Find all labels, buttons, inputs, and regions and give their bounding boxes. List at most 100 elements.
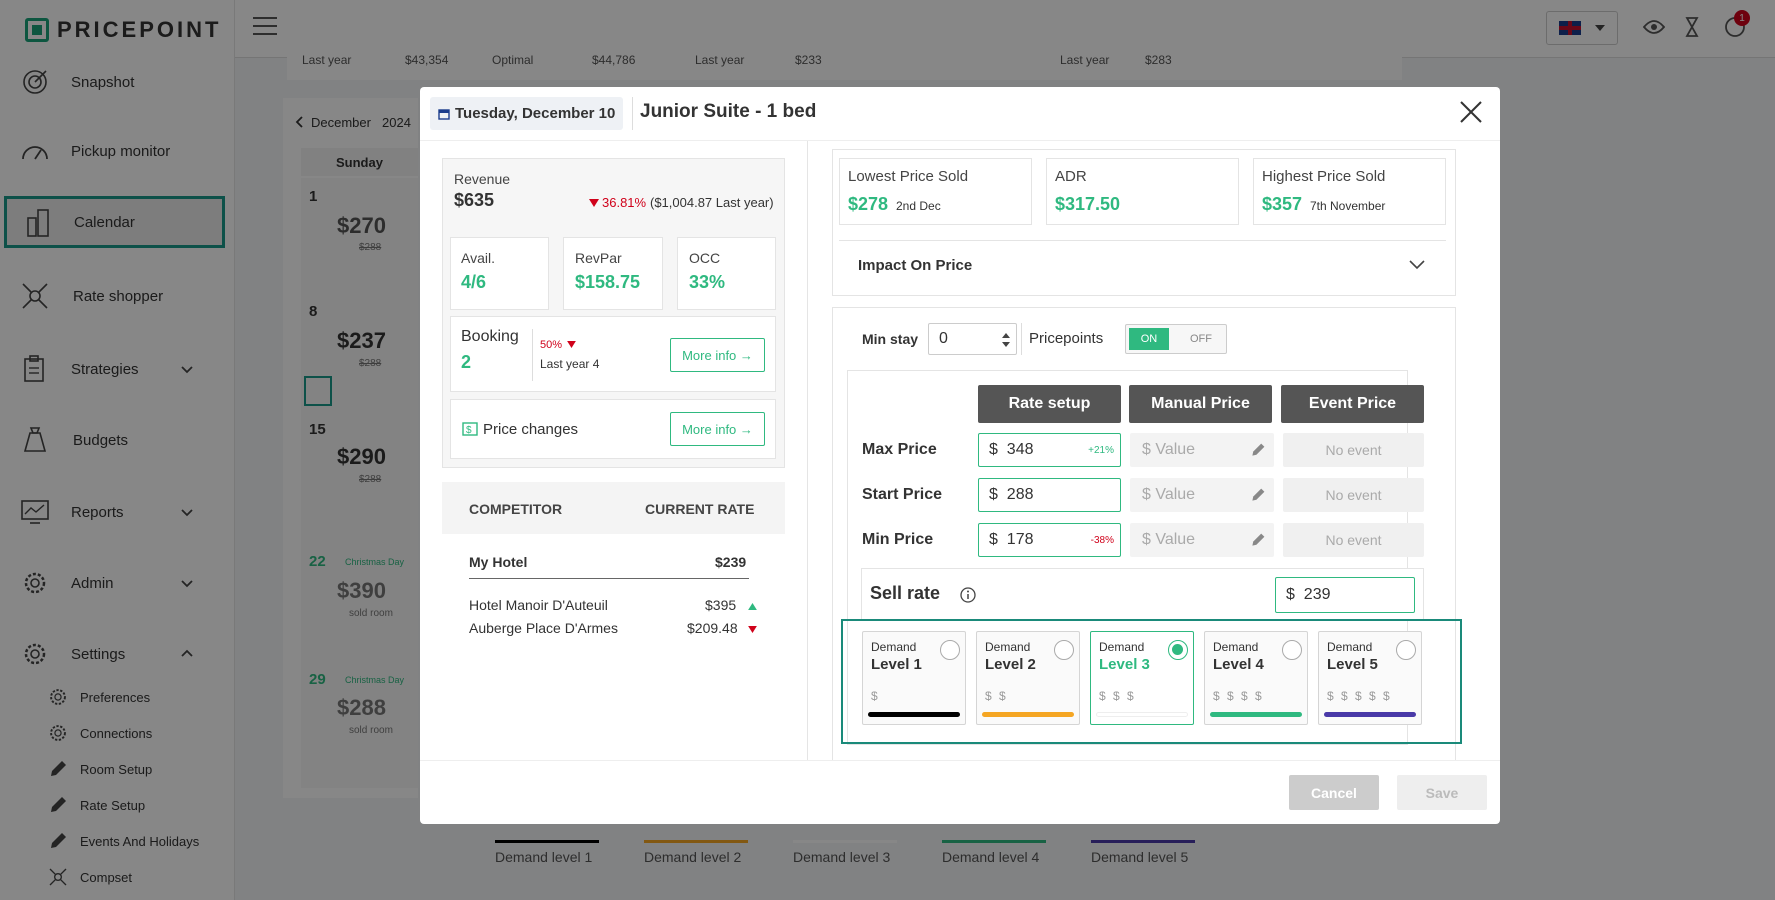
pencil-icon (1252, 533, 1265, 546)
tab-event-price[interactable]: Event Price (1281, 385, 1424, 423)
start-manual-input[interactable]: $ Value (1130, 478, 1274, 512)
manual-placeholder: $ Value (1142, 441, 1196, 458)
calendar-day: 22 (309, 553, 326, 570)
level-kind: Demand (985, 640, 1031, 654)
edit-cell-highlight[interactable] (304, 376, 332, 406)
up-arrow-icon (748, 603, 757, 610)
tab-manual-price[interactable]: Manual Price (1129, 385, 1272, 423)
revpar-card: RevPar $158.75 (563, 237, 663, 310)
calendar-old-price: $288 (359, 242, 382, 253)
toggle-on[interactable]: ON (1129, 328, 1169, 350)
sidebar-sub-events-holidays[interactable]: Events And Holidays (48, 827, 199, 855)
sidebar-item-budgets[interactable]: Budgets (0, 414, 235, 466)
sidebar-sub-label: Connections (80, 725, 153, 741)
sidebar-sub-room-setup[interactable]: Room Setup (48, 755, 152, 783)
max-manual-input[interactable]: $ Value (1130, 433, 1274, 467)
info-icon[interactable] (960, 587, 976, 603)
legend-line (644, 840, 748, 843)
demand-level-5[interactable]: Demand Level 5 $ $ $ $ $ (1318, 631, 1422, 725)
min-stay-value: 0 (939, 330, 948, 347)
currency-symbol: $ (989, 441, 998, 458)
down-arrow-icon (567, 341, 576, 348)
language-select[interactable] (1546, 11, 1618, 45)
level-name: Level 1 (871, 656, 922, 673)
level-radio[interactable] (1054, 640, 1074, 660)
notifications-button[interactable]: 1 (1724, 10, 1750, 38)
min-stay-label: Min stay (862, 331, 919, 347)
pricepoints-toggle[interactable]: ON OFF (1125, 324, 1227, 354)
sell-rate-input[interactable]: $ 239 (1275, 577, 1415, 613)
chevron-left-icon[interactable] (295, 116, 303, 128)
start-price-input[interactable]: $ 288 (978, 478, 1121, 512)
network-icon (20, 281, 50, 311)
pencil-icon (1252, 488, 1265, 501)
summary-label: Optimal (492, 53, 534, 67)
divider (532, 329, 533, 381)
close-icon[interactable] (1458, 99, 1484, 125)
stepper-arrows-icon[interactable] (1002, 333, 1010, 347)
chevron-down-icon (181, 509, 193, 517)
level-name: Level 3 (1099, 656, 1150, 673)
sidebar-sub-label: Room Setup (80, 761, 153, 777)
min-stay-stepper[interactable]: 0 (928, 323, 1017, 355)
sidebar-item-pickup-monitor[interactable]: Pickup monitor (0, 125, 235, 177)
chevron-down-icon (1409, 260, 1425, 270)
level-radio[interactable] (1282, 640, 1302, 660)
start-event: No event (1283, 478, 1424, 512)
demand-level-1[interactable]: Demand Level 1 $ (862, 631, 966, 725)
demand-level-highlight (841, 619, 1462, 744)
sidebar-item-reports[interactable]: Reports (0, 486, 235, 538)
level-radio-selected[interactable] (1168, 640, 1188, 660)
hamburger-menu-icon[interactable] (253, 17, 277, 37)
sidebar-item-label: Strategies (71, 360, 139, 378)
sidebar-item-label: Settings (71, 645, 126, 663)
level-radio[interactable] (940, 640, 960, 660)
sidebar-item-calendar[interactable]: Calendar (4, 196, 225, 248)
competitor-rate: $395 (705, 597, 737, 613)
max-price-input[interactable]: $ 348 +21% (978, 433, 1121, 467)
gear-icon (20, 568, 50, 598)
sidebar-item-snapshot[interactable]: Snapshot (0, 56, 235, 108)
price-changes-more-info-button[interactable]: More info → (670, 412, 765, 446)
calendar-day: 8 (309, 303, 318, 320)
svg-text:$: $ (466, 425, 472, 436)
sidebar-sub-compset[interactable]: Compset (48, 863, 132, 891)
sidebar-sub-connections[interactable]: Connections (48, 719, 152, 747)
level-radio[interactable] (1396, 640, 1416, 660)
min-price-input[interactable]: $ 178 -38% (978, 523, 1121, 557)
down-arrow-icon (748, 626, 757, 633)
sidebar-item-settings[interactable]: Settings (0, 628, 235, 680)
sidebar-item-rate-shopper[interactable]: Rate shopper (0, 270, 235, 322)
logo-text: PRICEPOINT (57, 17, 222, 42)
demand-level-2[interactable]: Demand Level 2 $ $ (976, 631, 1080, 725)
pricepoints-label: Pricepoints (1029, 330, 1104, 347)
pencil-icon (51, 761, 66, 776)
sidebar-item-strategies[interactable]: Strategies (0, 343, 235, 395)
tab-rate-setup[interactable]: Rate setup (978, 385, 1121, 423)
save-button[interactable]: Save (1397, 775, 1487, 810)
min-manual-input[interactable]: $ Value (1130, 523, 1274, 557)
cancel-button[interactable]: Cancel (1289, 775, 1379, 810)
legend-line (495, 840, 599, 843)
level-bar (982, 712, 1074, 717)
toggle-off[interactable]: OFF (1190, 333, 1212, 345)
sidebar-sub-rate-setup[interactable]: Rate Setup (48, 791, 145, 819)
demand-level-4[interactable]: Demand Level 4 $ $ $ $ (1204, 631, 1308, 725)
summary-value: $44,786 (592, 53, 636, 67)
sidebar-item-admin[interactable]: Admin (0, 557, 235, 609)
calendar-day: 29 (309, 671, 326, 688)
modal-left-panel: Revenue $635 36.81% ($1,004.87 Last year… (420, 141, 808, 761)
demand-level-3[interactable]: Demand Level 3 $ $ $ (1090, 631, 1194, 725)
legend-line (793, 840, 897, 843)
logo[interactable]: PRICEPOINT (25, 17, 221, 43)
sidebar-item-label: Admin (71, 574, 114, 592)
max-price-label: Max Price (862, 441, 937, 458)
sidebar-sub-preferences[interactable]: Preferences (48, 683, 150, 711)
booking-more-info-button[interactable]: More info → (670, 338, 765, 372)
eye-icon[interactable] (1643, 19, 1665, 35)
legend-label: Demand level 4 (942, 849, 1040, 865)
impact-on-price-toggle[interactable]: Impact On Price (839, 242, 1446, 294)
summary-label: Last year (1060, 53, 1110, 67)
hourglass-icon[interactable] (1685, 17, 1699, 37)
level-dollars: $ $ $ (1099, 689, 1136, 703)
